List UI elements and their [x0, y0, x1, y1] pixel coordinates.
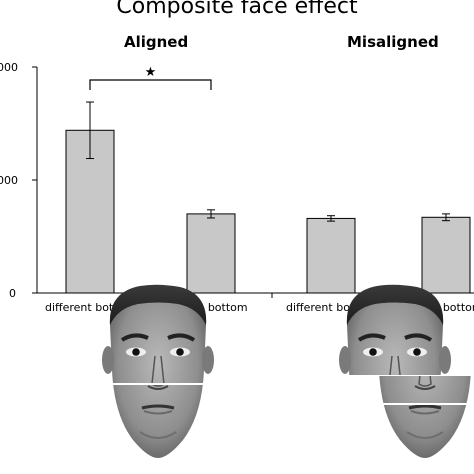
bar-2 [186, 213, 236, 294]
misaligned-face-image [337, 282, 474, 460]
significance-bracket [89, 79, 212, 90]
group-title-misaligned: Misaligned [347, 33, 439, 51]
y-tick-label-3: 0 [9, 287, 16, 300]
group-title-aligned: Aligned [124, 33, 189, 51]
chart-title: Composite face effect [116, 0, 358, 19]
bar-3 [306, 217, 356, 294]
bar-4 [421, 216, 471, 294]
y-tick-label-1: 000 [0, 61, 18, 74]
significance-marker: ★ [145, 65, 157, 80]
aligned-face-image [98, 282, 218, 460]
y-tick-label-2: 000 [0, 174, 18, 187]
